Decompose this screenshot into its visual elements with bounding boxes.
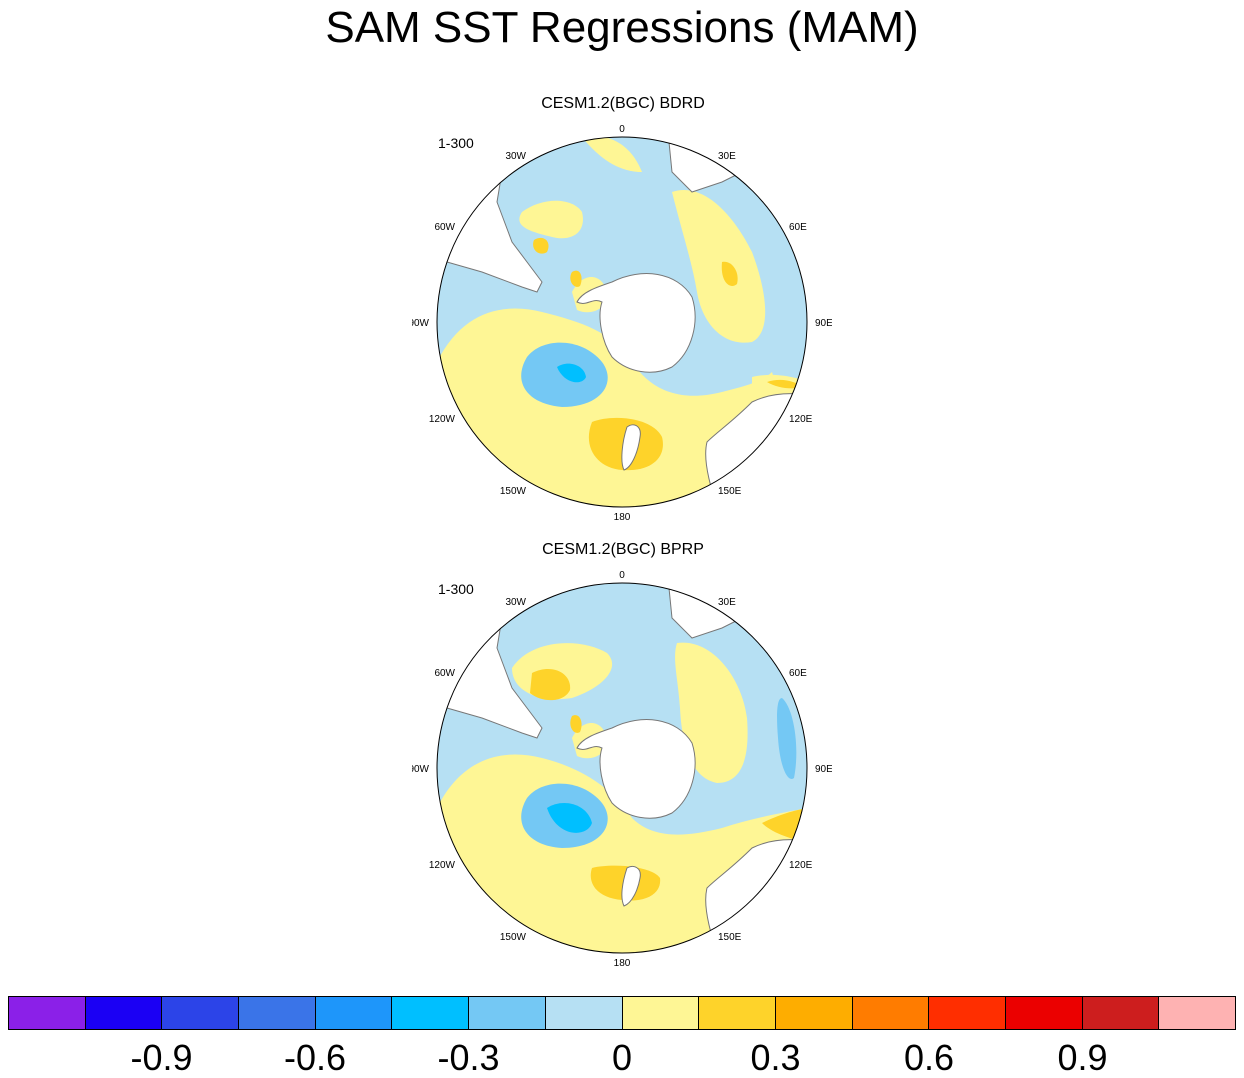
color-legend-tick-label: -0.9 [130,1037,193,1078]
color-legend-tick-label: -0.3 [437,1037,500,1078]
lon-label-0: 0 [619,124,625,135]
polar-map-bprp: 0 30E 60E 90E 120E 150E 180 150W 120W 90… [412,570,832,968]
warm-core-southamerica [533,237,549,254]
color-swatch [85,997,163,1029]
lon-label-90e: 90E [815,764,832,775]
color-swatch [852,997,930,1029]
color-swatch [162,997,240,1029]
color-legend-bar [8,996,1236,1030]
lon-label-120e: 120E [789,860,813,871]
color-swatch [239,997,316,1029]
warm-anomaly-north [582,137,642,172]
map-boundary [436,582,808,954]
lon-label-180: 180 [614,512,631,522]
warm-core-australia [767,379,802,389]
lon-label-60w: 60W [434,222,455,233]
color-swatch [469,997,546,1029]
color-swatch [622,997,700,1029]
lon-label-0: 0 [619,570,625,581]
cool-core-amundsen [547,803,592,833]
run-range-label-bdrd: 1-300 [438,135,474,151]
warm-anomaly-northwest [519,200,583,239]
color-swatch [1082,997,1160,1029]
lon-label-90e: 90E [815,318,832,329]
antarctica-landmass [576,273,696,373]
map-boundary [436,136,808,508]
color-legend-tick-label: 0.3 [750,1037,801,1078]
cool-anomaly-indian [777,698,797,779]
panel-title-bprp: CESM1.2(BGC) BPRP [542,541,704,558]
cool-core-amundsen [557,363,586,383]
lon-label-150e: 150E [718,932,742,943]
warm-core-drake [570,715,582,733]
color-legend-tick-label: 0.6 [903,1037,955,1078]
panel-title-bdrd: CESM1.2(BGC) BDRD [541,95,705,112]
color-legend-tick-label: 0 [611,1037,633,1078]
color-swatch [1005,997,1083,1029]
lon-label-30w: 30W [505,151,526,162]
lon-label-180: 180 [614,958,631,968]
lon-label-60e: 60E [789,668,807,679]
warm-core-drake [570,270,582,287]
run-range-label-bprp: 1-300 [438,581,474,597]
color-swatch [315,997,393,1029]
warm-anomaly-east [672,190,766,343]
warm-core-southamerica [530,669,571,701]
color-swatch [775,997,853,1029]
lon-label-60e: 60E [789,222,807,233]
figure-title: SAM SST Regressions (MAM) [325,3,919,52]
lon-label-120w: 120W [429,860,456,871]
antarctica-landmass [576,719,696,819]
color-swatch [545,997,623,1029]
color-swatch [392,997,470,1029]
lon-label-150w: 150W [500,932,527,943]
warm-anomaly-southwest [437,308,776,507]
lon-label-30w: 30W [505,597,526,608]
lon-label-30e: 30E [718,597,736,608]
lon-label-90w: 90W [412,764,430,775]
lon-label-120w: 120W [429,414,456,425]
lon-label-150e: 150E [718,486,742,497]
color-swatch [929,997,1006,1029]
new-zealand-landmass [621,865,641,907]
warm-core-indian [721,261,738,286]
color-swatch [9,997,86,1029]
color-legend-tick-label: 0.9 [1057,1037,1108,1078]
lon-label-90w: 90W [412,318,430,329]
lon-label-30e: 30E [718,151,736,162]
new-zealand-landmass [621,424,641,471]
color-swatch [1159,997,1235,1029]
color-legend-tick-label: -0.6 [283,1037,347,1078]
lon-label-60w: 60W [434,668,455,679]
color-swatch [699,997,776,1029]
lon-label-120e: 120E [789,414,813,425]
polar-map-bdrd: 0 30E 60E 90E 120E 150E 180 150W 120W 90… [412,124,832,522]
lon-label-150w: 150W [500,486,527,497]
